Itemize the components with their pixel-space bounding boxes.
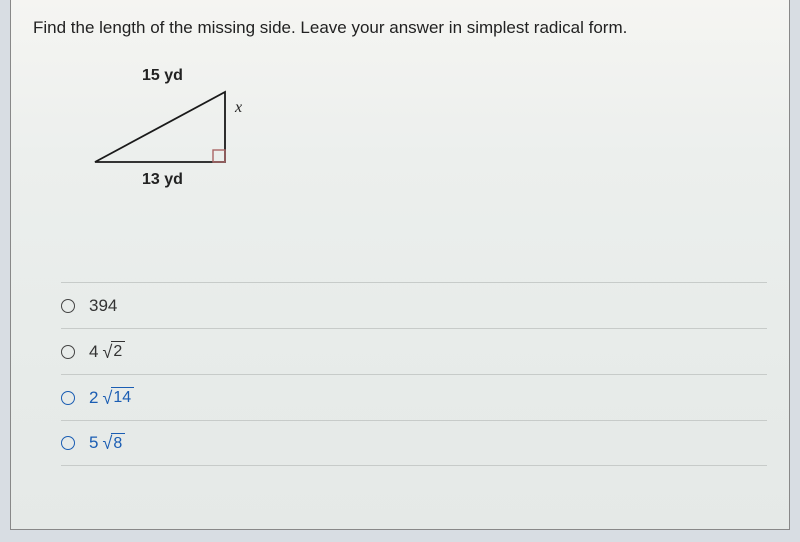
option-b-label: 4 √ 2 — [89, 341, 125, 361]
option-d[interactable]: 5 √ 8 — [61, 420, 767, 466]
option-a-text: 394 — [89, 296, 117, 316]
triangle-shape — [95, 92, 225, 162]
radio-icon — [61, 345, 75, 359]
option-d-radicand: 8 — [111, 433, 125, 453]
radio-icon — [61, 391, 75, 405]
option-b[interactable]: 4 √ 2 — [61, 328, 767, 374]
answer-options: 394 4 √ 2 2 √ 14 — [33, 282, 767, 466]
unknown-side-label: x — [234, 99, 242, 116]
option-c-radicand: 14 — [111, 387, 134, 407]
option-a[interactable]: 394 — [61, 282, 767, 328]
option-b-coef: 4 — [89, 342, 98, 362]
figure-area: 15 yd 13 yd x — [33, 62, 767, 202]
radio-icon — [61, 299, 75, 313]
base-label: 13 yd — [142, 171, 183, 188]
sqrt-icon: √ 14 — [102, 387, 134, 407]
hypotenuse-label: 15 yd — [142, 67, 183, 84]
option-a-label: 394 — [89, 296, 117, 316]
option-d-coef: 5 — [89, 433, 98, 453]
right-angle-marker — [213, 150, 225, 162]
option-c-label: 2 √ 14 — [89, 387, 134, 407]
question-text: Find the length of the missing side. Lea… — [33, 18, 767, 38]
sqrt-icon: √ 2 — [102, 341, 125, 361]
option-c-coef: 2 — [89, 388, 98, 408]
radio-icon — [61, 436, 75, 450]
option-b-radicand: 2 — [111, 341, 125, 361]
option-c[interactable]: 2 √ 14 — [61, 374, 767, 420]
sqrt-icon: √ 8 — [102, 433, 125, 453]
triangle-figure: 15 yd 13 yd x — [87, 62, 287, 182]
question-card: Find the length of the missing side. Lea… — [10, 0, 790, 530]
option-d-label: 5 √ 8 — [89, 433, 125, 453]
